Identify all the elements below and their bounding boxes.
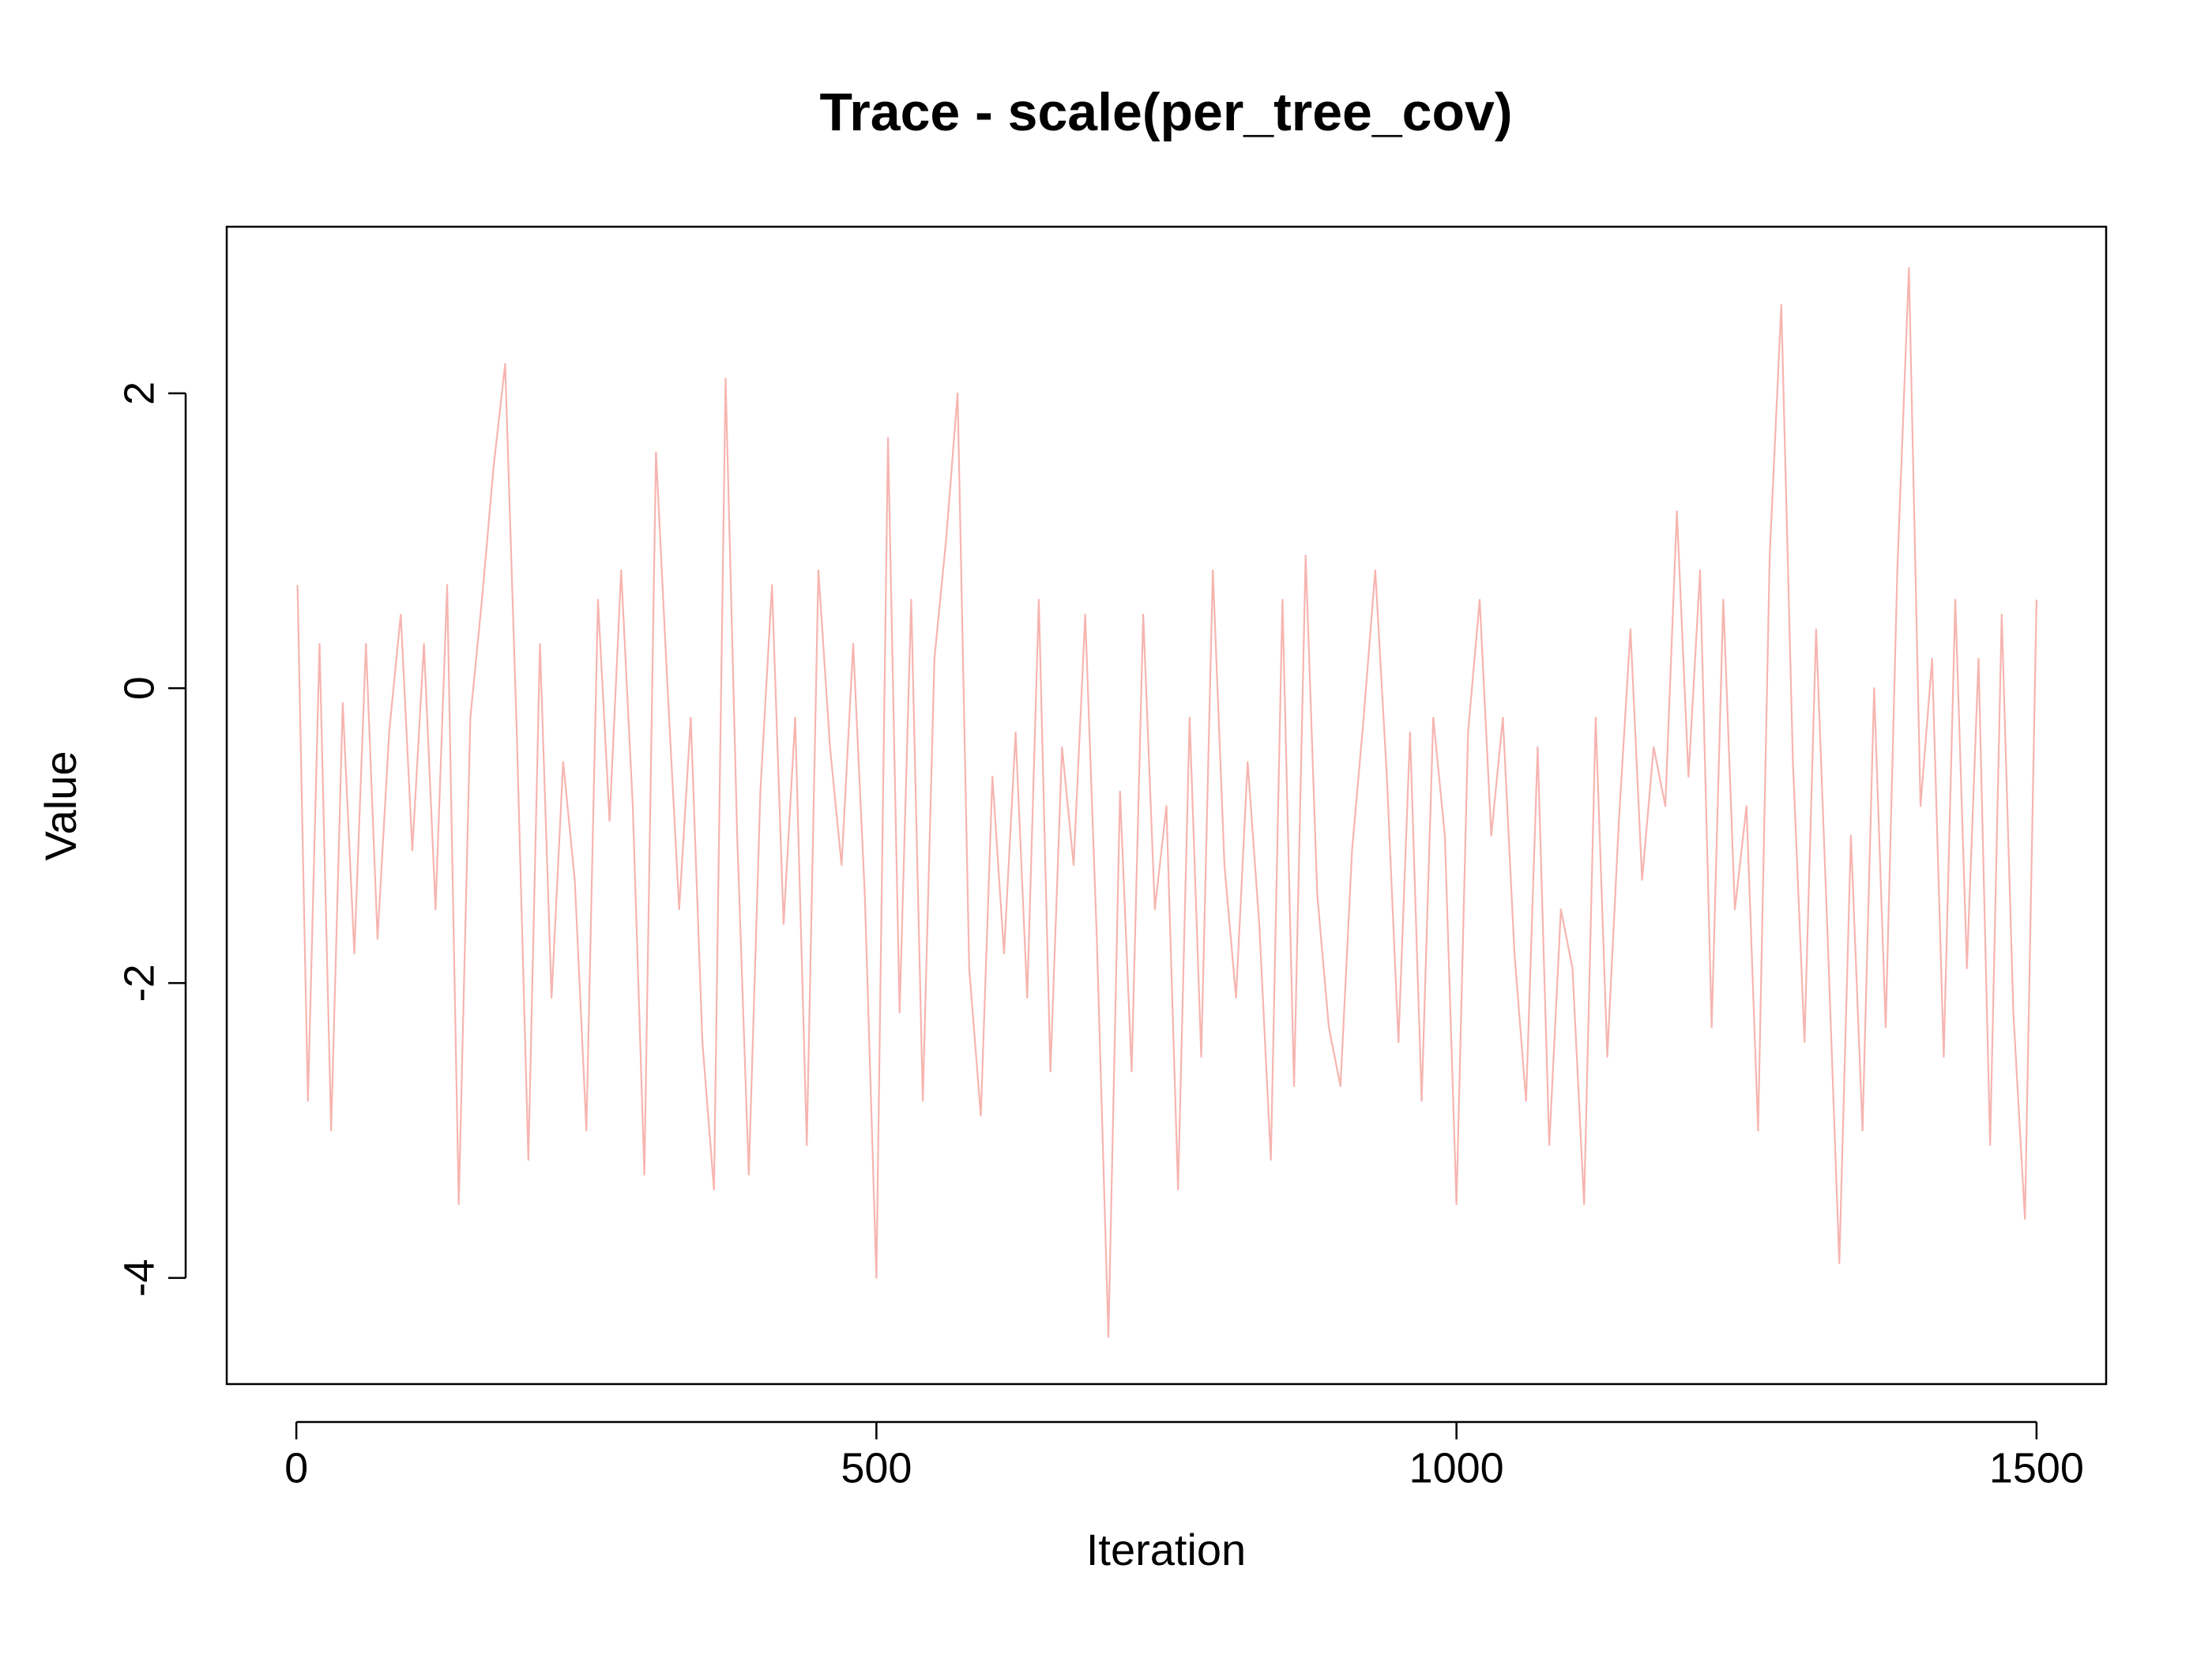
y-tick-label: -4: [115, 1259, 163, 1297]
x-axis-label: Iteration: [1086, 1525, 1246, 1574]
x-tick-label: 1000: [1409, 1444, 1504, 1492]
x-tick-label: 0: [284, 1444, 308, 1492]
chart-title: Trace - scale(per_tree_cov): [820, 82, 1513, 142]
x-tick-label: 1500: [1989, 1444, 2084, 1492]
trace-line: [296, 267, 2037, 1338]
y-axis-label: Value: [36, 750, 85, 860]
plot-frame: [225, 225, 2108, 1386]
y-tick-label: 0: [115, 676, 163, 700]
x-tick-label: 500: [841, 1444, 912, 1492]
y-tick-label: -2: [115, 964, 163, 1002]
y-tick-label: 2: [115, 382, 163, 405]
